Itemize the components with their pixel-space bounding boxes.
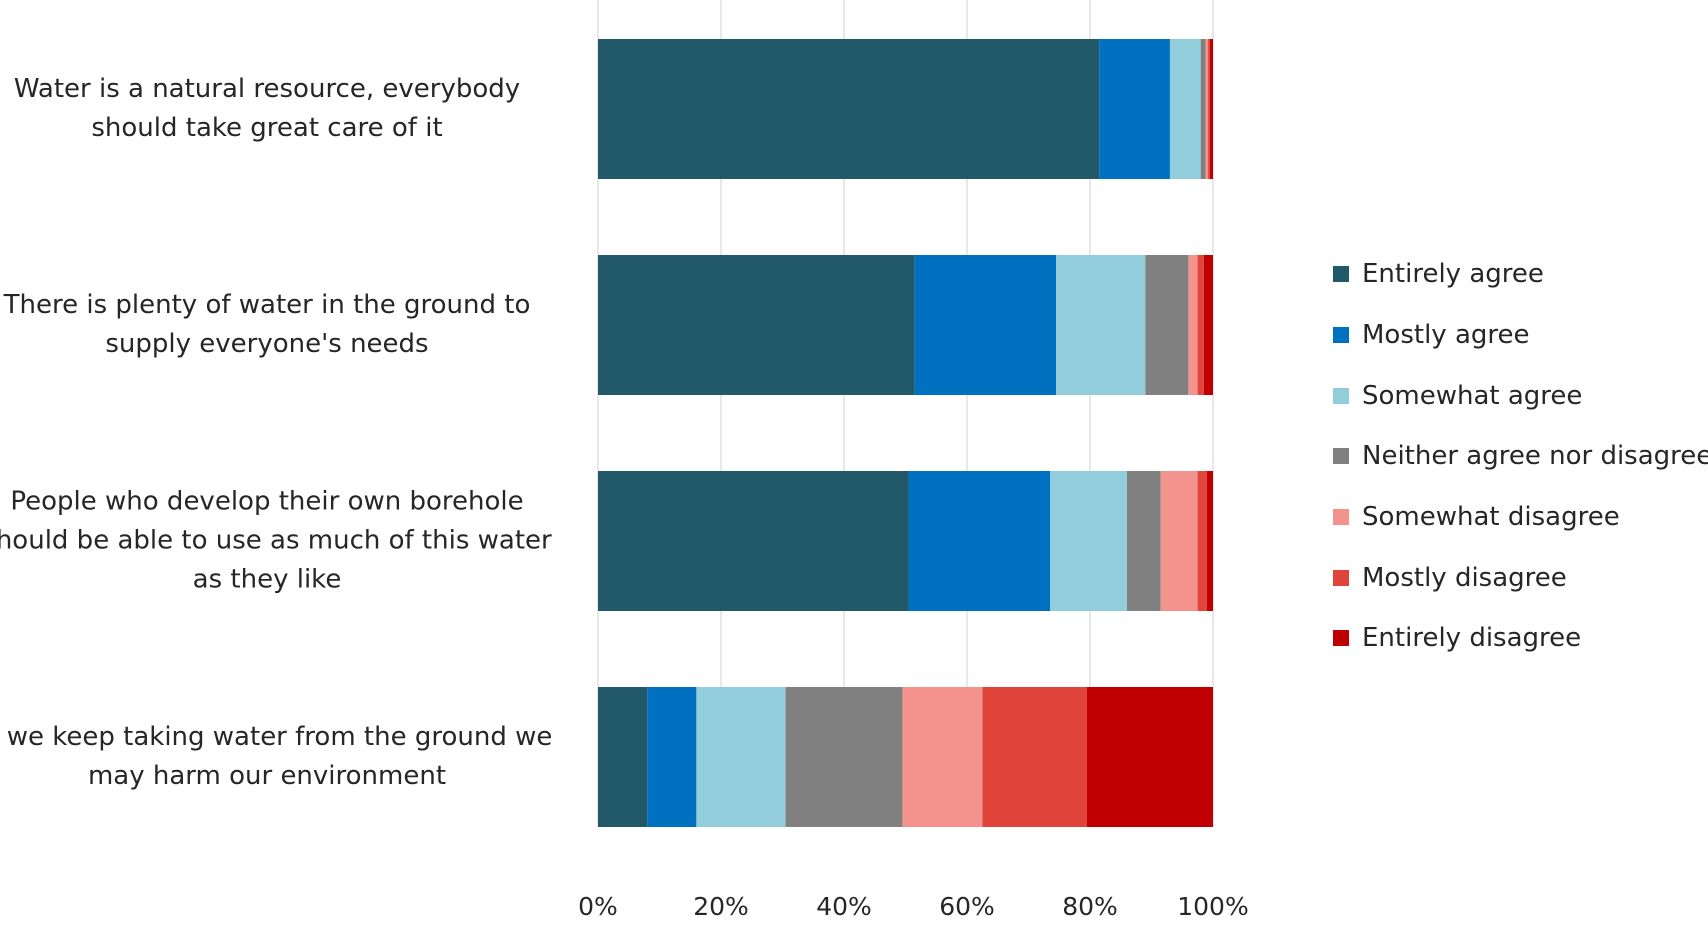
bar-segment xyxy=(1200,39,1206,179)
x-tick-label: 60% xyxy=(939,892,995,921)
bar-segment xyxy=(908,471,1051,611)
bar-segment xyxy=(1145,255,1189,395)
bar-segment xyxy=(1208,39,1210,179)
bar-segment xyxy=(902,687,983,827)
x-tick-label: 80% xyxy=(1062,892,1118,921)
bar-segment xyxy=(1169,39,1201,179)
legend-swatch xyxy=(1333,630,1349,647)
bar-segment xyxy=(598,255,915,395)
bar-segment xyxy=(785,687,903,827)
legend-item: Somewhat disagree xyxy=(1333,487,1708,548)
legend-label: Entirely agree xyxy=(1362,259,1544,290)
category-label: If we keep taking water from the ground … xyxy=(6,722,553,791)
legend-swatch xyxy=(1333,448,1349,465)
bar-segment xyxy=(1056,255,1146,395)
category-label: People who develop their own borehole sh… xyxy=(0,486,552,595)
bar-segment xyxy=(598,471,909,611)
bar-segment xyxy=(1203,255,1213,395)
bar-segment xyxy=(1086,687,1213,827)
bar-segment xyxy=(1206,471,1213,611)
bar-segment xyxy=(1126,471,1161,611)
legend: Entirely agree Mostly agree Somewhat agree… xyxy=(1333,244,1708,669)
legend-label: Mostly disagree xyxy=(1362,562,1567,593)
legend-swatch xyxy=(1333,387,1349,404)
legend-item: Entirely agree xyxy=(1333,244,1708,305)
legend-item: Mostly agree xyxy=(1333,305,1708,366)
legend-label: Neither agree nor disagree xyxy=(1362,441,1708,472)
bar-segment xyxy=(1160,471,1198,611)
legend-item: Neither agree nor disagree xyxy=(1333,426,1708,487)
category-label: Water is a natural resource, everybody s… xyxy=(13,74,521,143)
legend-label: Somewhat disagree xyxy=(1362,502,1620,533)
legend-label: Mostly agree xyxy=(1362,320,1530,351)
legend-item: Somewhat agree xyxy=(1333,365,1708,426)
bar-segment xyxy=(647,687,697,827)
bar-segment xyxy=(1209,39,1213,179)
bar-segment xyxy=(1188,255,1198,395)
x-tick-label: 20% xyxy=(693,892,749,921)
bar-segment xyxy=(1099,39,1170,179)
legend-item: Entirely disagree xyxy=(1333,608,1708,669)
legend-swatch xyxy=(1333,266,1349,283)
legend-swatch xyxy=(1333,509,1349,526)
bar-segment xyxy=(1197,471,1207,611)
bar-segment xyxy=(696,687,786,827)
bar-segment xyxy=(1197,255,1204,395)
legend-swatch xyxy=(1333,569,1349,586)
x-tick-label: 40% xyxy=(816,892,872,921)
legend-item: Mostly disagree xyxy=(1333,547,1708,608)
category-label: There is plenty of water in the ground t… xyxy=(3,290,531,359)
legend-swatch xyxy=(1333,327,1349,344)
bar-segment xyxy=(914,255,1057,395)
bar-segment xyxy=(1205,39,1209,179)
bar-segment xyxy=(1050,471,1127,611)
legend-label: Somewhat agree xyxy=(1362,380,1583,411)
bar-segment xyxy=(598,39,1100,179)
x-tick-label: 0% xyxy=(578,892,618,921)
legend-label: Entirely disagree xyxy=(1362,623,1582,654)
bar-segment xyxy=(598,687,648,827)
x-tick-label: 100% xyxy=(1177,892,1248,921)
bar-segment xyxy=(982,687,1087,827)
